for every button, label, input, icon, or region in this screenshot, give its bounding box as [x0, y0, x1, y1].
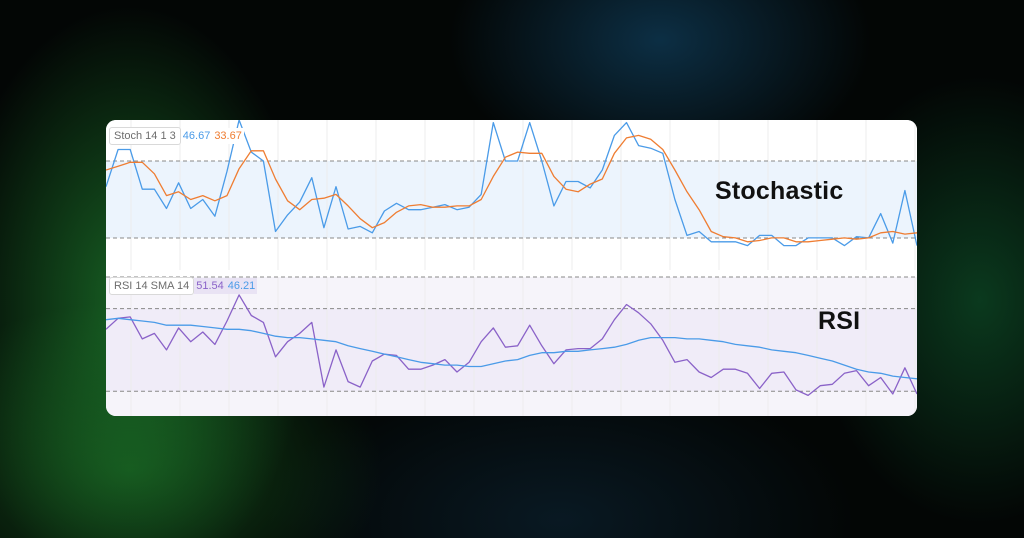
stoch-legend: Stoch 14 1 3 46.67 33.67	[109, 127, 244, 145]
rsi-line	[106, 294, 917, 397]
rsi-legend-label: RSI 14 SMA 14	[109, 277, 195, 295]
stochastic-label: Stochastic	[715, 177, 844, 205]
rsi-value: 51.54	[194, 278, 226, 294]
rsi-sma-value: 46.21	[225, 278, 258, 294]
rsi-band	[106, 308, 917, 392]
rsi-sma-line	[106, 317, 917, 380]
indicator-chart	[106, 120, 917, 416]
stoch-legend-label: Stoch 14 1 3	[109, 127, 181, 145]
stoch-band	[106, 161, 917, 238]
indicator-card: Stoch 14 1 3 46.67 33.67 RSI 14 SMA 14 5…	[106, 120, 917, 416]
rsi-label: RSI	[818, 307, 861, 335]
stoch-k-value: 46.67	[180, 128, 213, 144]
stoch-d-value: 33.67	[212, 128, 244, 144]
stoch-d-line	[106, 134, 917, 243]
stoch-k-line	[106, 120, 917, 247]
rsi-legend: RSI 14 SMA 14 51.54 46.21	[109, 277, 258, 295]
